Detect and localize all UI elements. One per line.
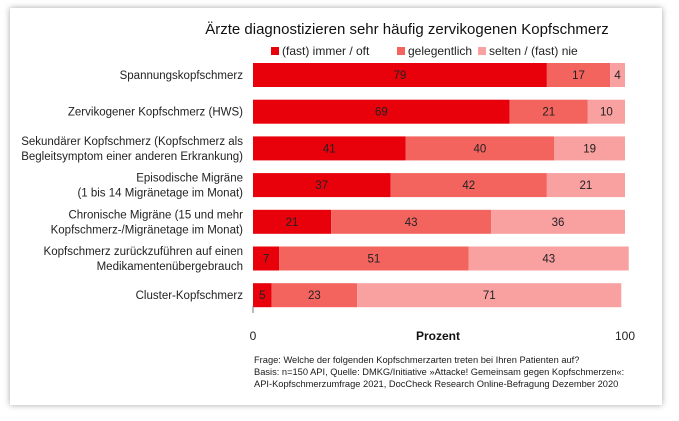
category-label: Medikamentenübergebrauch bbox=[97, 261, 243, 273]
chart-card: Ärzte diagnostizieren sehr häufig zervik… bbox=[10, 8, 662, 405]
legend-swatch bbox=[397, 47, 405, 55]
category-label: Sekundärer Kopfschmerz (Kopfschmerz als bbox=[21, 136, 243, 148]
data-label: 51 bbox=[368, 254, 381, 266]
data-label: 17 bbox=[572, 70, 585, 82]
category-label: Zervikogener Kopfschmerz (HWS) bbox=[68, 107, 243, 119]
category-labels: Spannungskopfschmerz Zervikogener Kopfsch… bbox=[21, 70, 243, 302]
bar-segment bbox=[253, 283, 272, 308]
footnote-basis: Basis: n=150 API, Quelle: DMKG/Initiativ… bbox=[254, 367, 625, 377]
bar-segment bbox=[357, 283, 622, 308]
bar-segment bbox=[253, 173, 391, 198]
data-label: 41 bbox=[323, 143, 336, 155]
data-label: 43 bbox=[542, 254, 555, 266]
x-tick-label: 100 bbox=[615, 329, 635, 343]
bars: 79 17 4 69 21 10 41 40 19 37 42 21 21 43 36 7 51 43 5 23 71 bbox=[253, 63, 629, 308]
x-axis: 0 100 bbox=[250, 306, 635, 343]
data-label: 4 bbox=[614, 70, 621, 82]
data-label: 43 bbox=[405, 217, 418, 229]
data-label: 23 bbox=[308, 290, 321, 302]
footnote-question: Frage: Welche der folgenden Kopfschmerza… bbox=[254, 355, 580, 365]
legend-swatch bbox=[271, 47, 279, 55]
chart-title: Ärzte diagnostizieren sehr häufig zervik… bbox=[205, 21, 609, 38]
data-label: 10 bbox=[600, 107, 613, 119]
bar-segment bbox=[610, 63, 625, 87]
bar-segment bbox=[253, 99, 510, 124]
bar-segment bbox=[253, 136, 406, 161]
category-label: Begleitsymptom einer anderen Erkrankung) bbox=[21, 151, 243, 163]
data-label: 40 bbox=[474, 143, 487, 155]
bar-segment bbox=[554, 136, 625, 161]
data-label: 21 bbox=[542, 107, 555, 119]
category-label: Episodische Migräne bbox=[136, 173, 243, 185]
legend-swatch bbox=[478, 47, 486, 55]
data-label: 69 bbox=[375, 107, 388, 119]
category-label: (1 bis 14 Migränetage im Monat) bbox=[77, 188, 243, 200]
bar-segment bbox=[405, 136, 555, 161]
data-label: 21 bbox=[286, 217, 299, 229]
bar-segment bbox=[587, 99, 625, 124]
data-label: 42 bbox=[462, 180, 475, 192]
footnotes: Frage: Welche der folgenden Kopfschmerza… bbox=[254, 354, 654, 390]
category-label: Kopfschmerz zurückzuführen auf einen bbox=[44, 246, 243, 258]
x-axis-label: Prozent bbox=[416, 329, 460, 343]
bar-segment bbox=[546, 63, 611, 87]
bar-segment bbox=[390, 173, 547, 198]
bar-segment bbox=[279, 246, 469, 271]
data-label: 71 bbox=[483, 290, 496, 302]
bar-segment bbox=[468, 246, 629, 271]
bar-segment bbox=[253, 63, 547, 87]
bar-segment bbox=[491, 209, 625, 234]
data-label: 79 bbox=[394, 70, 407, 82]
legend-label: (fast) immer / oft bbox=[282, 44, 370, 58]
category-label: Cluster-Kopfschmerz bbox=[136, 290, 244, 302]
bar-segment bbox=[331, 209, 492, 234]
category-label: Chronische Migräne (15 und mehr bbox=[68, 209, 243, 221]
legend-label: gelegentlich bbox=[408, 44, 472, 58]
bar-segment bbox=[509, 99, 588, 124]
data-label: 7 bbox=[263, 254, 269, 266]
x-tick-label: 0 bbox=[250, 329, 257, 343]
data-label: 21 bbox=[580, 180, 593, 192]
bar-segment bbox=[253, 209, 332, 234]
data-label: 36 bbox=[552, 217, 565, 229]
data-label: 37 bbox=[315, 180, 328, 192]
category-label: Kopfschmerz-/Migränetage im Monat) bbox=[51, 224, 244, 236]
legend-label: selten / (fast) nie bbox=[489, 44, 578, 58]
legend: (fast) immer / oft gelegentlich selten / (… bbox=[271, 44, 578, 58]
footnote-source: API-Kopfschmerzumfrage 2021, DocCheck Re… bbox=[254, 379, 619, 389]
bar-segment bbox=[271, 283, 358, 308]
stacked-bar-chart: Ärzte diagnostizieren sehr häufig zervik… bbox=[21, 21, 635, 343]
bar-segment bbox=[253, 246, 280, 271]
data-label: 19 bbox=[583, 143, 596, 155]
category-label: Spannungskopfschmerz bbox=[120, 70, 244, 82]
bar-segment bbox=[546, 173, 625, 198]
data-label: 5 bbox=[259, 290, 265, 302]
